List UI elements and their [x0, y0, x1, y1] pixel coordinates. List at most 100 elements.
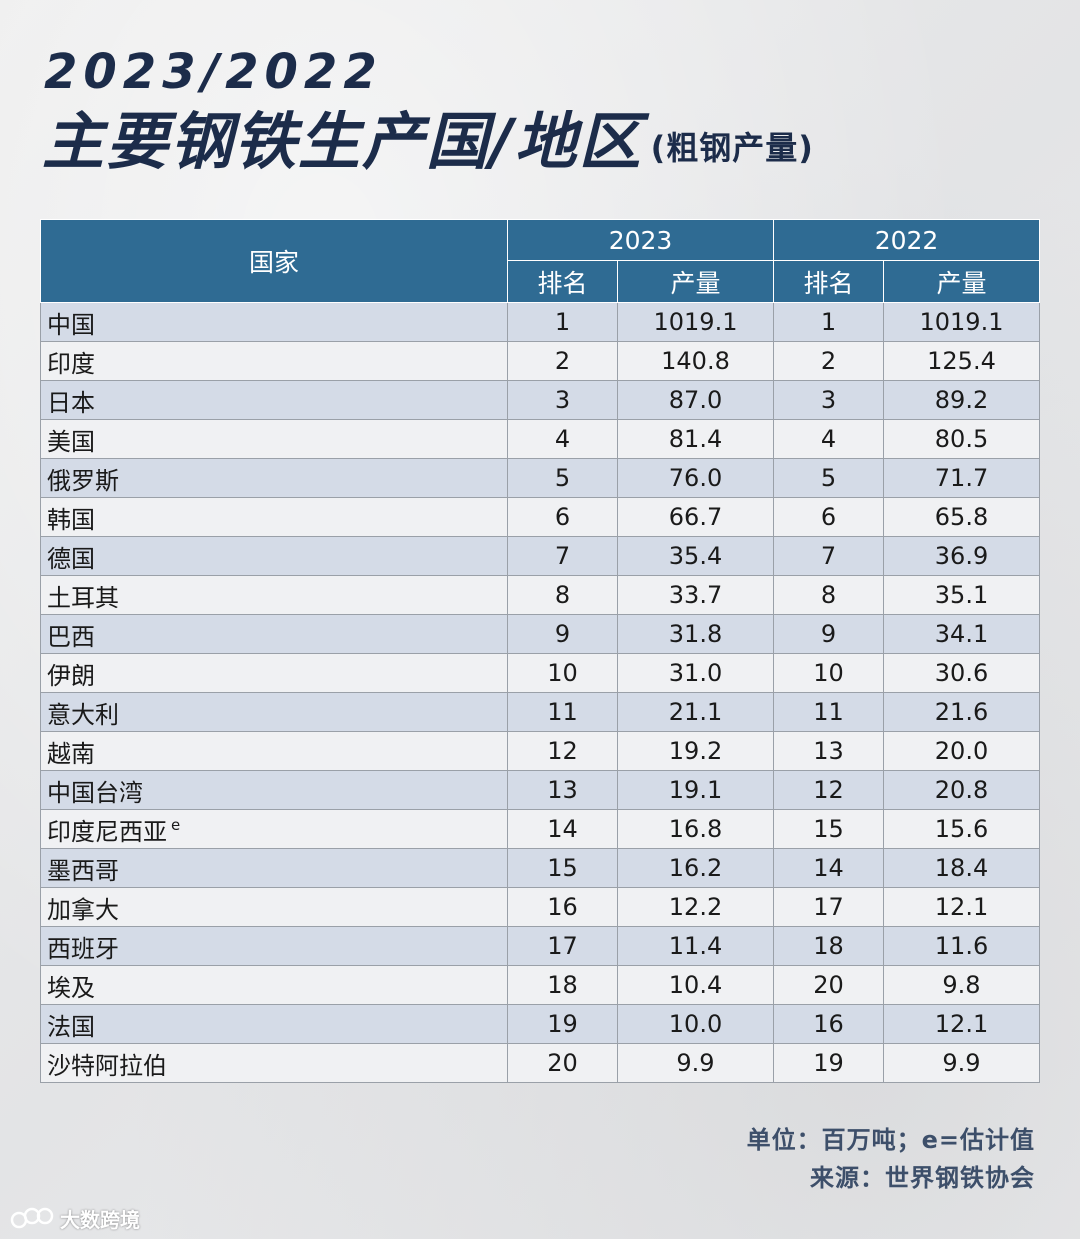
table-row: 巴西 9 31.8 9 34.1	[40, 614, 1040, 654]
country-name: 土耳其	[47, 583, 119, 612]
output-2022-cell: 125.4	[883, 341, 1040, 381]
title-main: 主要钢铁生产国/地区	[42, 105, 643, 178]
table-row: 德国 7 35.4 7 36.9	[40, 536, 1040, 576]
table-row: 法国 19 10.0 16 12.1	[40, 1004, 1040, 1044]
table-row: 美国 4 81.4 4 80.5	[40, 419, 1040, 459]
country-name: 加拿大	[47, 895, 119, 924]
output-2023-cell: 19.2	[617, 731, 774, 771]
output-2023-cell: 11.4	[617, 926, 774, 966]
country-name: 韩国	[47, 505, 95, 534]
country-cell: 沙特阿拉伯	[40, 1043, 508, 1083]
country-name: 越南	[47, 739, 95, 768]
country-name: 俄罗斯	[47, 466, 119, 495]
country-name: 伊朗	[47, 661, 95, 690]
country-cell: 美国	[40, 419, 508, 459]
header-year-2023: 2023	[507, 219, 774, 261]
output-2023-cell: 87.0	[617, 380, 774, 420]
country-cell: 加拿大	[40, 887, 508, 927]
header-year-2022: 2022	[773, 219, 1040, 261]
output-2023-cell: 76.0	[617, 458, 774, 498]
output-2022-cell: 80.5	[883, 419, 1040, 459]
rank-2023-cell: 1	[507, 302, 618, 342]
unit-note: 单位：百万吨；e=估计值	[746, 1126, 1035, 1154]
source-note: 来源：世界钢铁协会	[810, 1164, 1035, 1192]
table-row: 印度尼西亚 e 14 16.8 15 15.6	[40, 809, 1040, 849]
watermark-text: 大数跨境	[60, 1208, 140, 1232]
country-cell: 法国	[40, 1004, 508, 1044]
country-name: 德国	[47, 544, 95, 573]
rank-2022-cell: 10	[773, 653, 884, 693]
country-cell: 墨西哥	[40, 848, 508, 888]
steel-production-table: 国家 2023 2022 排名 产量 排名 产量 中国 1 1019.1 1 1019.…	[40, 219, 1040, 1083]
header-rank-2023: 排名	[507, 260, 618, 303]
output-2022-cell: 34.1	[883, 614, 1040, 654]
country-cell: 俄罗斯	[40, 458, 508, 498]
rank-2022-cell: 14	[773, 848, 884, 888]
rank-2022-cell: 13	[773, 731, 884, 771]
rank-2022-cell: 1	[773, 302, 884, 342]
rank-2023-cell: 2	[507, 341, 618, 381]
rank-2023-cell: 7	[507, 536, 618, 576]
country-cell: 意大利	[40, 692, 508, 732]
output-2023-cell: 10.0	[617, 1004, 774, 1044]
country-name: 印度尼西亚	[47, 817, 167, 846]
country-cell: 日本	[40, 380, 508, 420]
output-2023-cell: 33.7	[617, 575, 774, 615]
output-2023-cell: 19.1	[617, 770, 774, 810]
country-cell: 中国台湾	[40, 770, 508, 810]
table-row: 韩国 6 66.7 6 65.8	[40, 497, 1040, 537]
rank-2022-cell: 3	[773, 380, 884, 420]
rank-2023-cell: 6	[507, 497, 618, 537]
rank-2022-cell: 5	[773, 458, 884, 498]
header-country: 国家	[40, 219, 508, 303]
logo-icon	[10, 1207, 54, 1228]
rank-2023-cell: 16	[507, 887, 618, 927]
rank-2023-cell: 10	[507, 653, 618, 693]
output-2023-cell: 16.8	[617, 809, 774, 849]
rank-2023-cell: 3	[507, 380, 618, 420]
country-name: 意大利	[47, 700, 119, 729]
title-years: 2023/2022	[44, 44, 383, 100]
country-name: 美国	[47, 427, 95, 456]
country-name: 日本	[47, 388, 95, 417]
output-2023-cell: 66.7	[617, 497, 774, 537]
table-row: 加拿大 16 12.2 17 12.1	[40, 887, 1040, 927]
country-cell: 印度	[40, 341, 508, 381]
table-row: 西班牙 17 11.4 18 11.6	[40, 926, 1040, 966]
country-cell: 德国	[40, 536, 508, 576]
country-name: 法国	[47, 1012, 95, 1041]
country-cell: 埃及	[40, 965, 508, 1005]
rank-2022-cell: 7	[773, 536, 884, 576]
rank-2023-cell: 13	[507, 770, 618, 810]
table-row: 埃及 18 10.4 20 9.8	[40, 965, 1040, 1005]
watermark: 大数跨境	[10, 1204, 140, 1233]
table-row: 俄罗斯 5 76.0 5 71.7	[40, 458, 1040, 498]
output-2022-cell: 30.6	[883, 653, 1040, 693]
rank-2023-cell: 9	[507, 614, 618, 654]
table-row: 土耳其 8 33.7 8 35.1	[40, 575, 1040, 615]
output-2023-cell: 1019.1	[617, 302, 774, 342]
output-2022-cell: 12.1	[883, 1004, 1040, 1044]
country-cell: 印度尼西亚 e	[40, 809, 508, 849]
rank-2023-cell: 14	[507, 809, 618, 849]
rank-2022-cell: 8	[773, 575, 884, 615]
output-2022-cell: 9.8	[883, 965, 1040, 1005]
country-cell: 西班牙	[40, 926, 508, 966]
rank-2022-cell: 9	[773, 614, 884, 654]
rank-2023-cell: 20	[507, 1043, 618, 1083]
rank-2022-cell: 15	[773, 809, 884, 849]
output-2023-cell: 9.9	[617, 1043, 774, 1083]
output-2023-cell: 35.4	[617, 536, 774, 576]
rank-2022-cell: 18	[773, 926, 884, 966]
output-2022-cell: 1019.1	[883, 302, 1040, 342]
output-2022-cell: 65.8	[883, 497, 1040, 537]
output-2022-cell: 89.2	[883, 380, 1040, 420]
country-name: 墨西哥	[47, 856, 119, 885]
output-2022-cell: 36.9	[883, 536, 1040, 576]
country-cell: 巴西	[40, 614, 508, 654]
rank-2023-cell: 17	[507, 926, 618, 966]
output-2022-cell: 18.4	[883, 848, 1040, 888]
output-2023-cell: 10.4	[617, 965, 774, 1005]
rank-2022-cell: 19	[773, 1043, 884, 1083]
country-cell: 越南	[40, 731, 508, 771]
